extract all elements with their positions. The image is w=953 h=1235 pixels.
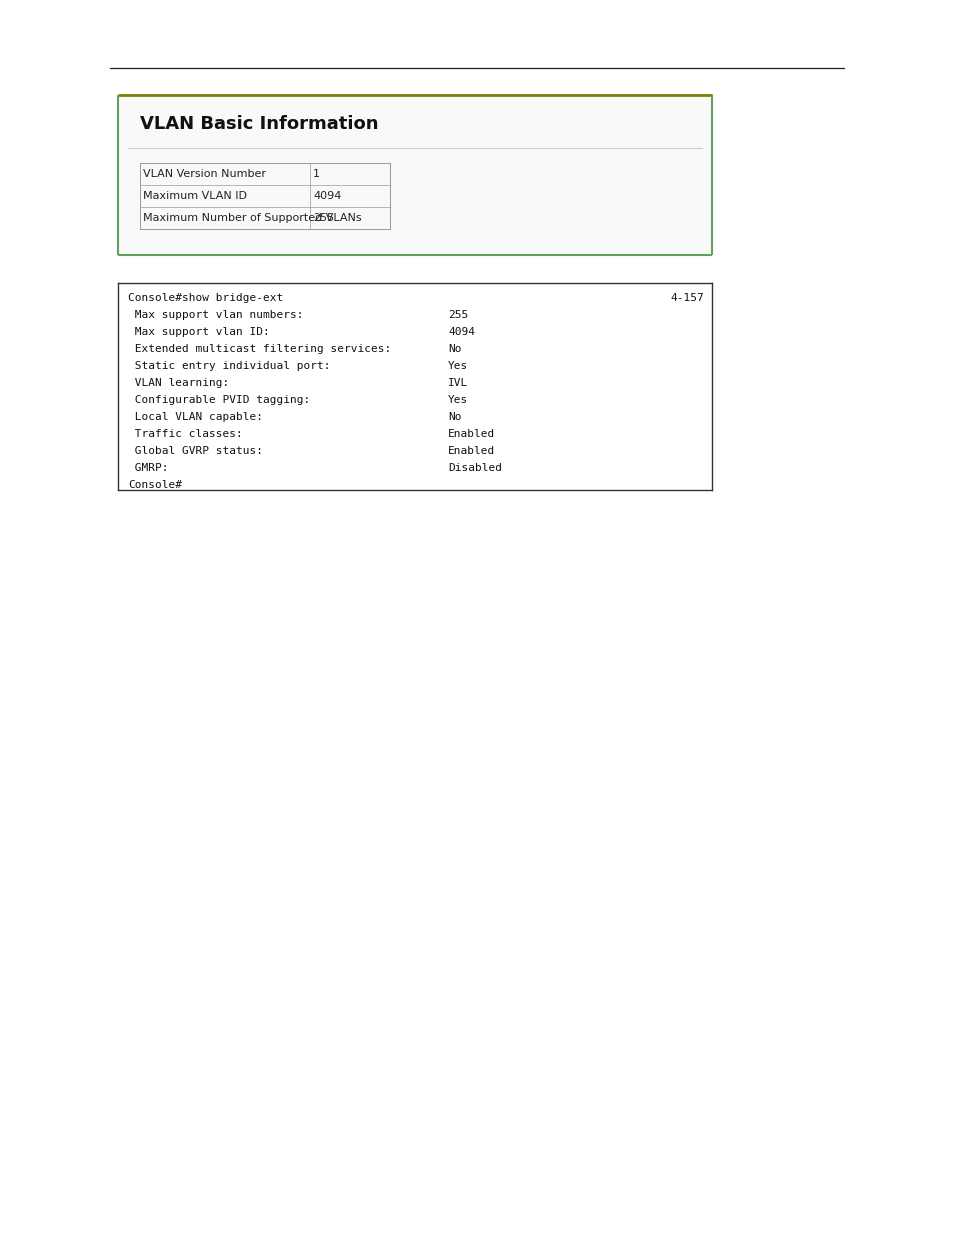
Text: VLAN Version Number: VLAN Version Number [143,169,266,179]
Text: VLAN learning:: VLAN learning: [128,378,229,388]
Text: Local VLAN capable:: Local VLAN capable: [128,412,263,422]
Text: Yes: Yes [448,395,468,405]
Text: Global GVRP status:: Global GVRP status: [128,446,263,456]
Text: Yes: Yes [448,361,468,370]
Text: Enabled: Enabled [448,446,495,456]
Text: No: No [448,412,461,422]
Text: Traffic classes:: Traffic classes: [128,429,242,438]
Bar [118,283,711,490]
Text: VLAN Basic Information: VLAN Basic Information [140,115,378,133]
Text: IVL: IVL [448,378,468,388]
Text: Max support vlan numbers:: Max support vlan numbers: [128,310,303,320]
Text: Maximum VLAN ID: Maximum VLAN ID [143,191,247,201]
Text: Extended multicast filtering services:: Extended multicast filtering services: [128,345,391,354]
Text: No: No [448,345,461,354]
Text: Static entry individual port:: Static entry individual port: [128,361,330,370]
Text: 4094: 4094 [448,327,475,337]
Bar [118,95,711,254]
Text: Console#: Console# [128,480,182,490]
Text: Configurable PVID tagging:: Configurable PVID tagging: [128,395,310,405]
Text: 255: 255 [448,310,468,320]
Text: 1: 1 [313,169,319,179]
Text: 4-157: 4-157 [670,293,703,303]
Text: GMRP:: GMRP: [128,463,169,473]
Text: 255: 255 [313,212,334,224]
Text: Maximum Number of Supported VLANs: Maximum Number of Supported VLANs [143,212,361,224]
Text: 4094: 4094 [313,191,341,201]
Text: Disabled: Disabled [448,463,501,473]
Text: Enabled: Enabled [448,429,495,438]
Text: Max support vlan ID:: Max support vlan ID: [128,327,270,337]
Text: Console#show bridge-ext: Console#show bridge-ext [128,293,283,303]
